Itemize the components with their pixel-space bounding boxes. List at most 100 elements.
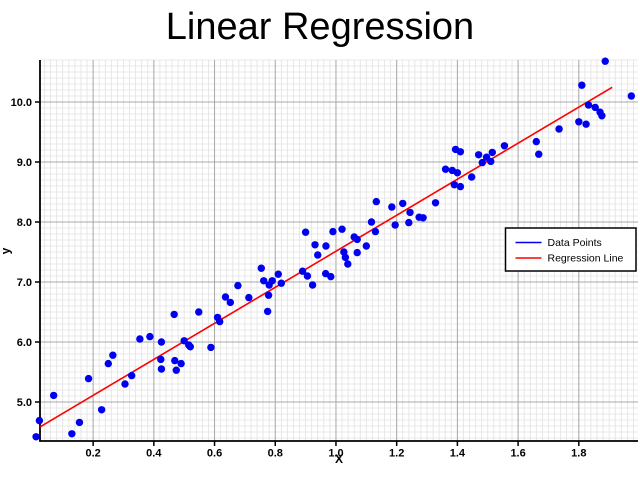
data-point bbox=[406, 208, 414, 217]
data-point bbox=[177, 359, 185, 368]
legend-box bbox=[504, 227, 637, 272]
data-point bbox=[591, 103, 599, 112]
data-point bbox=[68, 430, 76, 438]
data-point bbox=[234, 281, 242, 290]
data-point bbox=[329, 227, 337, 236]
data-point bbox=[49, 391, 58, 400]
chart-title: Linear Regression bbox=[165, 6, 475, 48]
data-point bbox=[456, 148, 465, 156]
legend-label: Regression Line bbox=[548, 253, 624, 265]
data-point bbox=[121, 380, 129, 388]
data-point bbox=[372, 197, 381, 206]
data-point bbox=[311, 241, 319, 249]
data-point bbox=[127, 371, 136, 380]
data-point bbox=[327, 272, 335, 281]
data-point bbox=[578, 81, 586, 89]
data-point bbox=[584, 101, 593, 109]
x-tick-label: 1.0 bbox=[328, 448, 343, 460]
data-point bbox=[245, 293, 253, 302]
data-point bbox=[341, 253, 350, 262]
data-point bbox=[555, 125, 563, 133]
data-point bbox=[268, 277, 276, 285]
data-point bbox=[157, 355, 165, 364]
data-point bbox=[431, 199, 440, 207]
x-tick-label: 1.6 bbox=[510, 448, 525, 460]
data-point bbox=[35, 416, 44, 425]
data-point bbox=[419, 214, 427, 222]
data-point bbox=[344, 260, 352, 268]
data-point bbox=[195, 308, 203, 316]
x-axis-label: X bbox=[334, 452, 343, 466]
data-point bbox=[467, 173, 476, 181]
data-point bbox=[308, 281, 317, 289]
legend-label: Data Points bbox=[548, 237, 602, 249]
data-point bbox=[487, 157, 495, 166]
x-tick-label: 0.8 bbox=[268, 448, 283, 460]
data-point bbox=[257, 264, 265, 272]
data-point bbox=[627, 92, 636, 100]
data-point bbox=[303, 272, 312, 280]
data-point bbox=[263, 307, 272, 316]
data-point bbox=[264, 291, 273, 299]
y-axis-label: y bbox=[0, 248, 12, 255]
x-tick-label: 1.4 bbox=[450, 448, 466, 460]
data-point bbox=[575, 118, 583, 126]
data-point bbox=[500, 142, 509, 150]
data-point bbox=[157, 365, 166, 373]
data-point bbox=[157, 338, 166, 346]
regression-line bbox=[39, 86, 613, 428]
data-point bbox=[274, 270, 282, 278]
data-point bbox=[478, 158, 486, 167]
y-tick-label: 9.0 bbox=[17, 157, 32, 169]
y-tick-label: 8.0 bbox=[17, 217, 32, 229]
x-tick-label: 1.2 bbox=[389, 448, 404, 460]
data-point bbox=[146, 332, 154, 341]
data-point bbox=[601, 57, 609, 65]
data-point bbox=[405, 218, 413, 227]
x-tick-label: 0.2 bbox=[85, 448, 100, 460]
data-point bbox=[226, 298, 235, 307]
data-point bbox=[186, 343, 194, 351]
data-point bbox=[353, 248, 361, 257]
x-tick-label: 0.4 bbox=[146, 448, 162, 460]
data-point bbox=[388, 203, 396, 211]
data-point bbox=[367, 218, 376, 226]
data-point bbox=[277, 279, 286, 287]
data-point bbox=[136, 335, 144, 343]
data-point bbox=[109, 351, 117, 359]
data-point bbox=[104, 359, 112, 368]
data-point bbox=[474, 151, 483, 159]
data-point bbox=[97, 406, 106, 414]
data-point bbox=[582, 120, 590, 128]
data-point bbox=[338, 225, 346, 233]
data-point bbox=[362, 242, 371, 250]
data-point bbox=[171, 356, 179, 365]
x-tick-label: 0.6 bbox=[207, 448, 222, 460]
data-point bbox=[314, 251, 322, 259]
y-tick-label: 10.0 bbox=[11, 97, 32, 109]
data-point bbox=[260, 277, 268, 285]
data-point bbox=[441, 165, 450, 173]
data-point bbox=[216, 317, 224, 326]
data-point bbox=[453, 169, 462, 177]
y-tick-label: 7.0 bbox=[17, 277, 32, 289]
data-point bbox=[298, 267, 307, 275]
data-point bbox=[535, 150, 543, 158]
data-point bbox=[532, 137, 541, 146]
data-point bbox=[371, 227, 380, 236]
data-point bbox=[450, 181, 459, 189]
y-tick-label: 6.0 bbox=[17, 337, 32, 349]
data-point bbox=[391, 221, 399, 229]
data-point bbox=[456, 182, 465, 191]
data-point bbox=[207, 343, 215, 352]
data-point bbox=[598, 112, 606, 120]
data-point bbox=[75, 418, 84, 427]
data-point bbox=[399, 199, 407, 208]
data-point bbox=[301, 228, 310, 236]
data-point bbox=[488, 148, 496, 157]
data-point bbox=[353, 235, 361, 244]
data-point bbox=[172, 366, 180, 374]
data-point bbox=[170, 310, 178, 319]
